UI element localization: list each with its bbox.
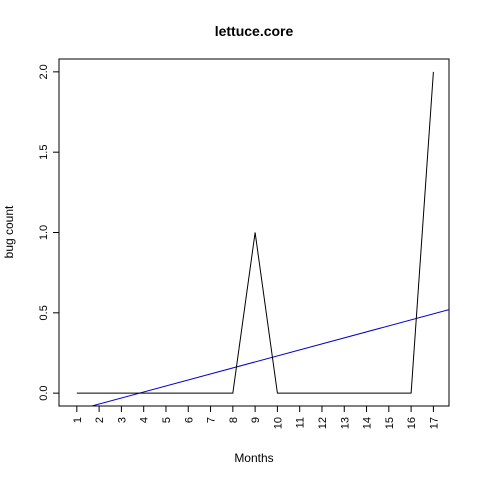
y-tick-label: 1.5 [38,145,50,160]
x-tick-label: 8 [228,417,240,423]
x-tick-label: 11 [295,417,307,428]
y-axis-label: bug count [2,205,16,258]
x-tick-label: 14 [362,417,374,429]
y-tick-label: 1.0 [38,225,50,240]
x-tick-label: 13 [339,417,351,429]
x-tick-label: 4 [139,417,151,423]
y-tick-label: 0.0 [38,385,50,400]
x-tick-label: 6 [183,417,195,423]
x-tick-label: 17 [428,417,440,429]
x-tick-label: 2 [94,417,106,423]
chart-title: lettuce.core [215,23,294,39]
x-tick-label: 7 [206,417,218,423]
trend-line [89,309,449,406]
series-line-0 [76,71,434,394]
plot-area: 1 2 3 4 5 6 7 8 9 10 11 12 13 14 15 16 170.00.51.01.52.0 [38,58,450,429]
y-tick-label: 2.0 [38,64,50,79]
y-tick-label: 0.5 [38,305,50,320]
x-tick-label: 1 [72,417,84,423]
x-tick-label: 9 [250,417,262,423]
x-tick-label: 3 [116,417,128,423]
x-tick-label: 15 [384,417,396,429]
x-axis-label: Months [234,451,273,465]
x-tick-label: 5 [161,417,173,423]
x-tick-label: 12 [317,417,329,429]
x-tick-label: 10 [272,417,284,429]
x-tick-label: 16 [406,417,418,429]
